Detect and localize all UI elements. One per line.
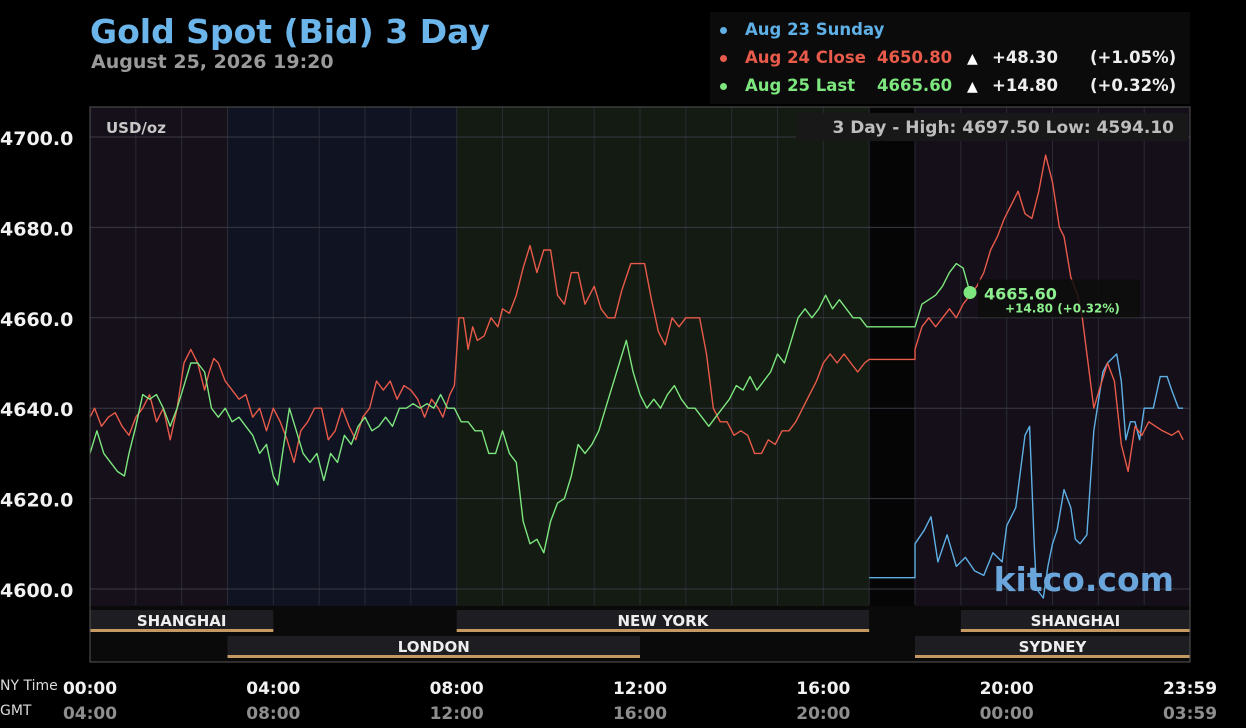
x-tick-label-gmt: 16:00 <box>613 704 667 724</box>
legend-change: +48.30 <box>992 48 1059 67</box>
series-line-0 <box>869 353 1184 599</box>
session-band <box>227 636 640 658</box>
last-price-marker: 4665.60+14.80 (+0.32%) <box>963 279 1140 318</box>
x-tick-label-ny: 12:00 <box>613 679 667 699</box>
x-tick-label-ny: 20:00 <box>980 679 1034 699</box>
chart-subtitle: August 25, 2026 19:20 <box>91 51 334 73</box>
session-background <box>869 107 915 662</box>
session-band <box>960 610 1190 632</box>
range-text: 3 Day - High: 4697.50 Low: 4594.10 <box>832 118 1174 138</box>
legend-name: Aug 25 Last <box>745 76 856 95</box>
session-band <box>915 636 1190 658</box>
last-price-dot <box>963 285 977 299</box>
y-tick-label: 4680.0 <box>0 218 73 240</box>
range-box <box>796 113 1188 141</box>
session-band <box>456 610 870 632</box>
session-background <box>90 107 228 662</box>
ny-time-label: NY Time <box>0 678 58 694</box>
y-tick-label: 4600.0 <box>0 580 73 602</box>
series-line-1 <box>89 154 1184 473</box>
x-tick-label-gmt: 03:59 <box>1163 704 1217 724</box>
y-tick-label: 4660.0 <box>0 309 73 331</box>
series-line-2 <box>89 262 971 554</box>
unit-label: USD/oz <box>106 119 166 137</box>
x-tick-label-gmt: 12:00 <box>430 704 484 724</box>
session-band <box>90 610 274 632</box>
session-bands: SHANGHAI NEW YORK SHANGHAI LONDON SYDNEY <box>90 606 1190 662</box>
legend-dot <box>720 55 727 62</box>
x-tick-label-ny: 08:00 <box>430 679 484 699</box>
x-axis: 00:00 04:00 04:00 08:00 08:00 12:00 12:00 16:00… <box>63 679 1217 724</box>
session-underline <box>915 655 1190 658</box>
series-lines <box>89 154 1184 599</box>
session-label: SHANGHAI <box>1031 612 1121 630</box>
session-background <box>456 107 870 662</box>
legend-value: 4665.60 <box>877 76 953 95</box>
legend-value: 4650.80 <box>877 48 953 67</box>
legend-dot <box>720 83 727 90</box>
session-label: NEW YORK <box>618 612 710 630</box>
kitco-watermark: kitco.com <box>994 560 1174 599</box>
session-label: SHANGHAI <box>137 612 227 630</box>
y-tick-label: 4620.0 <box>0 490 73 512</box>
legend-name: Aug 24 Close <box>745 48 866 67</box>
legend-percent: (+0.32%) <box>1090 76 1177 95</box>
gmt-label: GMT <box>0 703 32 719</box>
x-tick-label-gmt: 04:00 <box>63 704 117 724</box>
x-tick-label-ny: 16:00 <box>796 679 850 699</box>
legend-dot <box>720 27 727 34</box>
up-arrow-icon: ▲ <box>967 51 978 67</box>
chart-title: Gold Spot (Bid) 3 Day <box>90 12 490 51</box>
y-tick-label: 4700.0 <box>0 128 73 150</box>
x-tick-label-ny: 00:00 <box>63 679 117 699</box>
marker-box <box>978 279 1140 318</box>
session-underline <box>960 629 1190 632</box>
legend-change: +14.80 <box>992 76 1059 95</box>
legend: Aug 23 Sunday Aug 24 Close 4650.80 ▲ +48… <box>710 12 1190 104</box>
session-label: LONDON <box>398 638 470 656</box>
y-tick-label: 4640.0 <box>0 399 73 421</box>
session-label: SYDNEY <box>1019 638 1088 656</box>
x-tick-label-ny: 04:00 <box>246 679 300 699</box>
marker-change: +14.80 (+0.32%) <box>1005 301 1120 315</box>
x-tick-label-gmt: 00:00 <box>980 704 1034 724</box>
session-underline <box>90 629 274 632</box>
marker-value: 4665.60 <box>984 284 1057 303</box>
x-tick-label-ny: 23:59 <box>1163 679 1217 699</box>
session-background <box>227 107 457 662</box>
x-tick-label-gmt: 08:00 <box>246 704 300 724</box>
x-tick-label-gmt: 20:00 <box>796 704 850 724</box>
up-arrow-icon: ▲ <box>967 79 978 95</box>
session-underline <box>227 655 640 658</box>
legend-percent: (+1.05%) <box>1090 48 1177 67</box>
legend-name: Aug 23 Sunday <box>745 20 885 39</box>
session-underline <box>456 629 870 632</box>
y-axis: 4600.0 4620.0 4640.0 4660.0 4680.0 4700.0 <box>0 128 73 602</box>
plot-frame <box>89 106 1191 663</box>
